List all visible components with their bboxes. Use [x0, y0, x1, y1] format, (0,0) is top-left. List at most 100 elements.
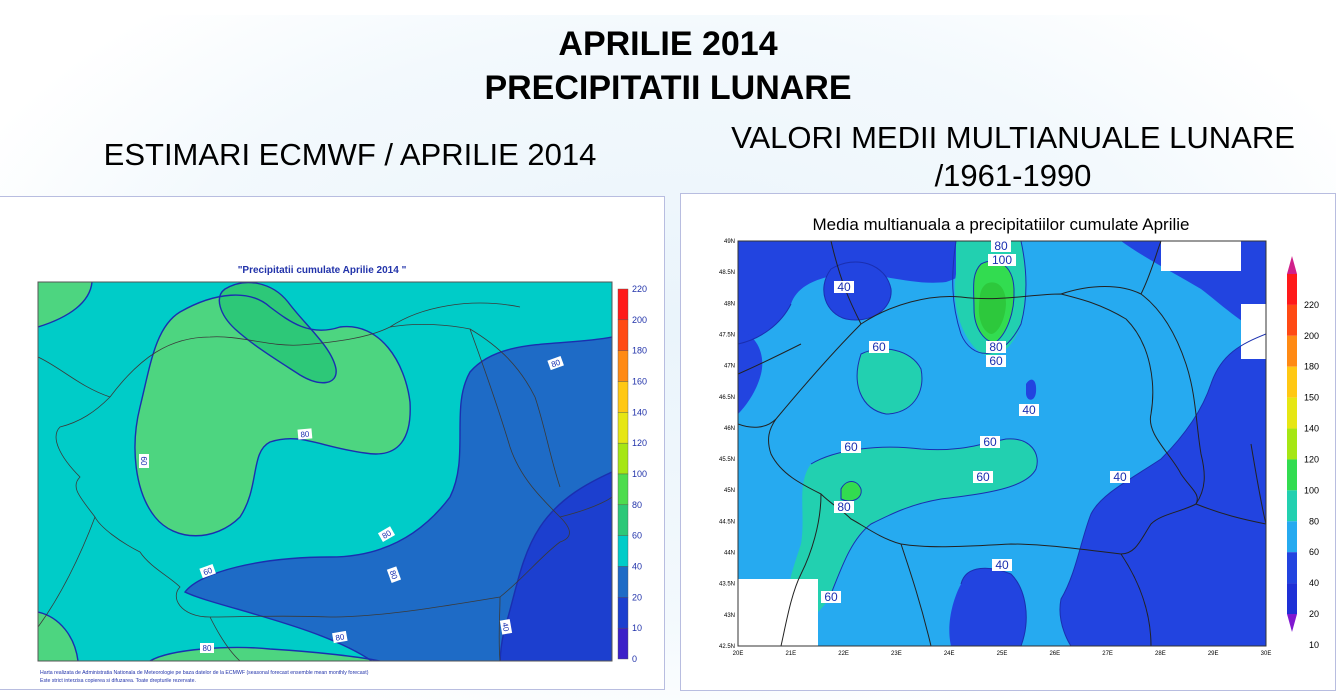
svg-text:80: 80: [203, 644, 212, 653]
svg-text:60: 60: [202, 566, 214, 578]
left-map-frame: [37, 281, 613, 662]
svg-text:60: 60: [844, 440, 858, 454]
left-legend-label: 160: [632, 377, 647, 387]
right-label-2: 100: [988, 253, 1016, 267]
svg-text:100: 100: [992, 253, 1012, 267]
right-lat-label: 43.5N: [719, 582, 735, 588]
right-lat-label: 45N: [724, 488, 735, 494]
left-label-2: 80: [386, 566, 402, 583]
right-legend-swatch: [1287, 274, 1297, 305]
right-lon-axis: 20E 21E 22E 23E 24E 25E 26E 27E 28E 29E 30E: [733, 651, 1272, 657]
right-legend-label: 10: [1309, 640, 1319, 650]
left-legend-label: 200: [632, 315, 647, 325]
svg-text:80: 80: [837, 500, 851, 514]
left-legend-label: 120: [632, 438, 647, 448]
right-contour-5: [856, 348, 923, 415]
right-zone-60-80-center: [857, 349, 922, 414]
right-legend-label: 120: [1304, 454, 1319, 464]
right-label-6: 60: [986, 354, 1006, 368]
right-legend-swatch: [1287, 366, 1297, 398]
right-legend-label: 140: [1304, 424, 1319, 434]
left-zone-edge-bottom: [38, 612, 78, 661]
right-legend-swatch: [1287, 397, 1297, 429]
right-lat-label: 49N: [724, 239, 735, 245]
right-contour-6: [810, 438, 1038, 595]
right-label-13: 40: [992, 558, 1012, 572]
right-legend-label: 180: [1304, 362, 1319, 372]
right-precipitation-map: Media multianuala a precipitatiilor cumu…: [719, 215, 1319, 657]
right-map-nodata-ne: [1161, 241, 1241, 271]
svg-text:80: 80: [550, 358, 562, 370]
left-legend-label: 220: [632, 284, 647, 294]
right-zone-20-40-west: [738, 329, 763, 414]
right-lon-label: 20E: [733, 651, 744, 657]
left-contour-bottom: [149, 646, 381, 661]
left-legend-swatch: [617, 442, 629, 475]
right-label-4: 60: [869, 340, 889, 354]
right-zone-20-40-spot: [1026, 379, 1037, 400]
right-legend-swatch: [1287, 459, 1297, 491]
right-map-title: Media multianuala a precipitatiilor cumu…: [812, 215, 1189, 234]
right-lon-label: 27E: [1102, 651, 1113, 657]
right-label-10: 60: [973, 470, 993, 484]
right-label-8: 60: [980, 435, 1000, 449]
slide-title-line1: APRILIE 2014: [558, 25, 778, 63]
svg-text:80: 80: [994, 239, 1008, 253]
right-lat-label: 45.5N: [719, 457, 735, 463]
left-precipitation-map: "Precipitatii cumulate Aprilie 2014 ": [37, 265, 647, 684]
svg-text:60: 60: [989, 354, 1003, 368]
right-lat-label: 48N: [724, 301, 735, 307]
right-legend-swatch: [1287, 335, 1297, 367]
right-lon-label: 24E: [944, 651, 955, 657]
left-legend-swatch: [617, 627, 629, 660]
left-label-1: 80: [547, 355, 564, 371]
left-contour-40: [499, 471, 612, 661]
left-label-9: 80: [200, 643, 214, 653]
left-zone-80-100-peak: [219, 282, 337, 383]
svg-text:60: 60: [872, 340, 886, 354]
right-lat-label: 47N: [724, 364, 735, 370]
right-lat-label: 47.5N: [719, 332, 735, 338]
right-legend-top-triangle: [1287, 256, 1297, 274]
left-legend-label: 10: [632, 623, 642, 633]
left-map-title: "Precipitatii cumulate Aprilie 2014 ": [238, 265, 407, 276]
right-legend-label: 40: [1309, 578, 1319, 588]
right-lat-axis: 49N 48.5N 48N 47.5N 47N 46.5N 46N 45.5N 45N 44.5N…: [719, 239, 735, 650]
right-contour-2: [823, 261, 892, 321]
right-zone-80-100-south: [841, 481, 862, 501]
right-lon-label: 22E: [838, 651, 849, 657]
left-label-3: 80: [297, 428, 313, 440]
left-legend-swatch: [617, 597, 629, 629]
svg-text:80: 80: [388, 569, 400, 581]
right-label-3: 40: [834, 280, 854, 294]
left-contour-80-peak: [218, 282, 337, 384]
left-legend-swatch: [617, 381, 629, 413]
right-contour-3: [952, 241, 1027, 354]
right-legend-label: 100: [1304, 485, 1319, 495]
left-label-8: 40: [499, 619, 513, 635]
left-legend-swatch: [617, 350, 629, 382]
svg-text:40: 40: [500, 622, 511, 633]
right-legend-label: 150: [1304, 393, 1319, 403]
right-legend-swatch: [1287, 552, 1297, 584]
right-map-heading-line2: /1961-1990: [934, 158, 1092, 193]
left-legend-swatch: [617, 412, 629, 444]
left-legend-swatch: [617, 319, 629, 351]
right-legend-swatch: [1287, 521, 1297, 553]
right-contour-1: [738, 303, 792, 345]
left-contour-60: [183, 336, 612, 661]
left-contour-edge-top: [38, 282, 93, 328]
left-legend-label: 80: [632, 500, 642, 510]
svg-text:40: 40: [837, 280, 851, 294]
right-lon-label: 30E: [1261, 651, 1272, 657]
left-contour-edge-bottom: [38, 611, 79, 661]
left-legend-label: 140: [632, 407, 647, 417]
left-legend-label: 180: [632, 346, 647, 356]
left-label-7: 80: [332, 630, 348, 644]
right-zone-20-40-south: [949, 568, 1027, 646]
right-legend-label: 200: [1304, 331, 1319, 341]
right-color-legend: 220 200 180 150 140 120 100 80 60 40 20 10: [1287, 256, 1319, 650]
right-label-1: 80: [991, 239, 1011, 253]
left-legend-label: 0: [632, 654, 637, 664]
